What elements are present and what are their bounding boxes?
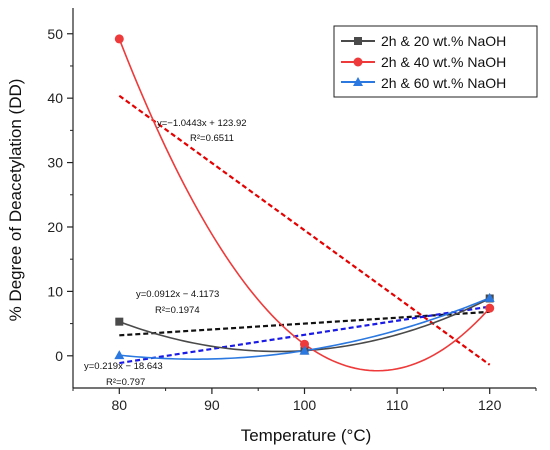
trend-annotation-red-r2: R²=0.6511	[190, 133, 234, 144]
trend-annotation-black: y=0.0912x − 4.1173 R²=0.1974	[136, 289, 219, 316]
trend-annotation-black-r2: R²=0.1974	[155, 305, 200, 316]
legend: 2h & 20 wt.% NaOH 2h & 40 wt.% NaOH 2h &…	[333, 25, 538, 98]
data-point-triangle	[114, 350, 125, 360]
trendline-series-0	[119, 310, 490, 337]
trendline-series-1	[118, 94, 491, 366]
trend-annotation-blue-r2: R²=0.797	[106, 377, 145, 388]
data-point-circle	[114, 34, 124, 44]
y-tick-label: 20	[47, 219, 63, 235]
tick-labels: 80 90 100 110 120 0 10 20 30 40 50	[47, 26, 501, 413]
y-tick-label: 50	[47, 26, 63, 42]
data-point-circle	[485, 303, 495, 313]
axes	[67, 8, 537, 394]
trend-annotation-blue-equation: y=0.219x − 18.643	[84, 361, 163, 372]
trend-annotation-blue: y=0.219x − 18.643 R²=0.797	[84, 361, 163, 388]
data-point-square	[115, 317, 124, 326]
trend-annotation-red-equation: y=−1.0443x + 123.92	[157, 118, 247, 129]
legend-item-60wt: 2h & 60 wt.% NaOH	[341, 75, 506, 91]
y-tick-label: 30	[47, 155, 63, 171]
x-tick-label: 110	[386, 397, 409, 413]
legend-item-20wt: 2h & 20 wt.% NaOH	[341, 33, 506, 49]
legend-square-marker	[354, 37, 362, 45]
data-point-circle	[300, 339, 309, 349]
y-axis-title: % Degree of Deacetylation (DD)	[6, 79, 25, 322]
y-tick-label: 40	[47, 90, 63, 106]
data-point-triangle	[299, 345, 310, 355]
x-tick-label: 120	[478, 397, 502, 413]
x-tick-label: 100	[293, 397, 317, 413]
legend-label-20wt: 2h & 20 wt.% NaOH	[381, 33, 506, 49]
trendline-series-2	[119, 305, 490, 365]
trend-annotation-black-equation: y=0.0912x − 4.1173	[136, 289, 219, 300]
trend-annotation-red: y=−1.0443x + 123.92 R²=0.6511	[157, 118, 247, 144]
data-point-triangle	[484, 292, 495, 302]
x-axis-title: Temperature (°C)	[241, 426, 372, 445]
x-tick-label: 80	[112, 397, 128, 413]
legend-circle-marker	[353, 57, 363, 67]
legend-label-40wt: 2h & 40 wt.% NaOH	[381, 54, 506, 70]
legend-label-60wt: 2h & 60 wt.% NaOH	[381, 75, 506, 91]
y-tick-label: 0	[55, 348, 63, 364]
plot-layer	[114, 34, 495, 372]
x-tick-label: 90	[204, 397, 220, 413]
legend-item-40wt: 2h & 40 wt.% NaOH	[341, 54, 506, 70]
y-tick-label: 10	[47, 283, 63, 299]
legend-triangle-marker	[353, 77, 363, 86]
